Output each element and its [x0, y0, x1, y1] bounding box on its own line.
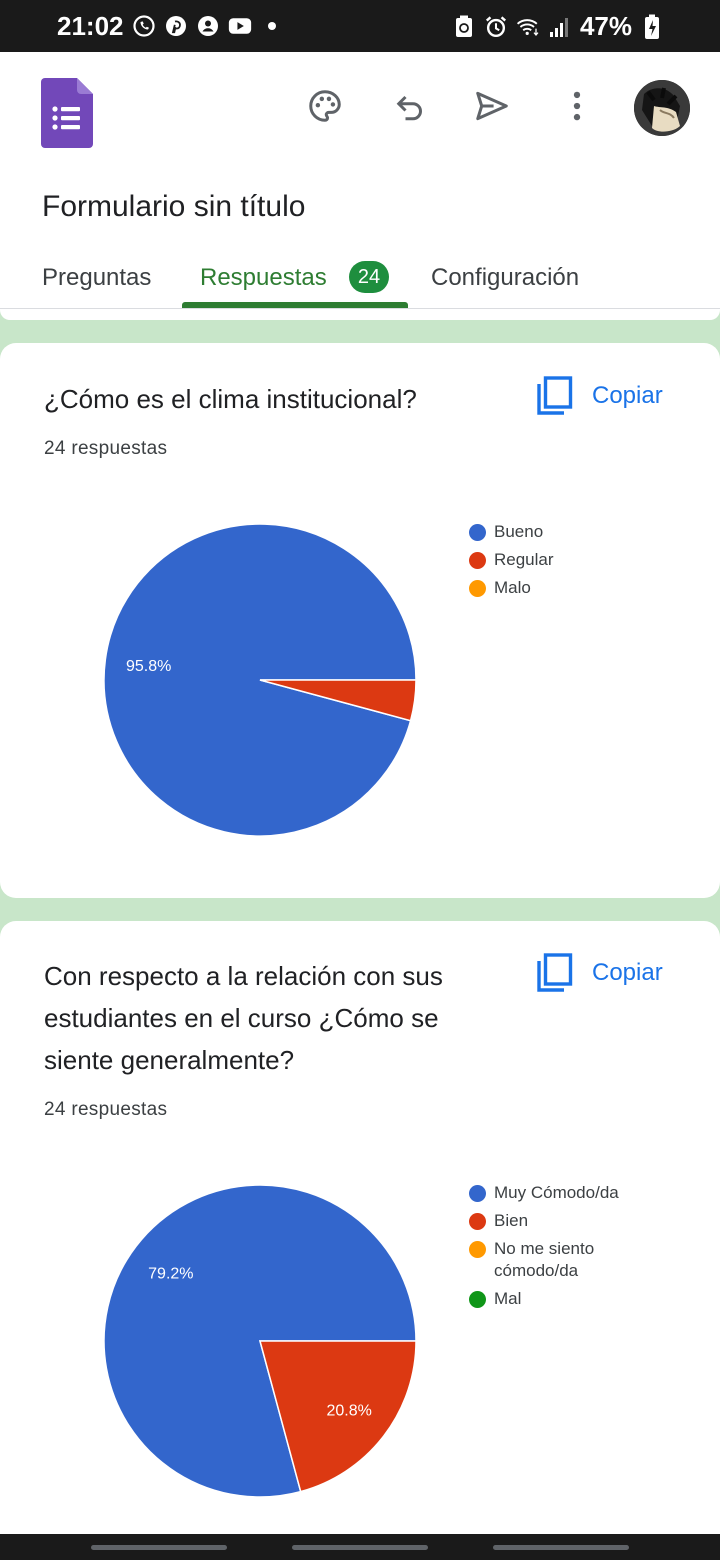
dot-icon: [260, 14, 284, 38]
legend-color-dot: [469, 580, 486, 597]
youtube-icon: [228, 14, 252, 38]
question-title: Con respecto a la relación con sus estud…: [44, 961, 443, 1075]
chart-legend: Muy Cómodo/da Bien No me siento cómodo/da M…: [469, 1182, 644, 1316]
battery-percentage: 47%: [579, 11, 632, 41]
legend-item: Malo: [469, 577, 644, 599]
copy-label: Copiar: [592, 382, 663, 409]
send-icon[interactable]: [472, 86, 512, 126]
response-count: 24 respuestas: [44, 1099, 168, 1120]
signal-icon: [548, 15, 572, 39]
legend-label: Malo: [494, 578, 531, 597]
app-header: Formulario sin título Preguntas Respuest…: [0, 52, 720, 310]
pie-slice-label: 79.2%: [148, 1266, 193, 1283]
legend-item: Bueno: [469, 521, 644, 543]
response-count: 24 respuestas: [44, 438, 168, 459]
more-vert-icon[interactable]: [557, 86, 597, 126]
question-title: ¿Cómo es el clima institucional?: [44, 384, 417, 414]
legend-label: No me siento cómodo/da: [494, 1239, 595, 1280]
copy-icon: [537, 953, 573, 992]
recycle-icon: [452, 15, 476, 39]
alarm-icon: [484, 15, 508, 39]
tab-configuracion[interactable]: Configuración: [431, 264, 580, 291]
pie-slice-label: 20.8%: [326, 1402, 371, 1419]
copy-chart-button[interactable]: Copiar: [536, 953, 663, 993]
pie-slice-muy-c-modo-da[interactable]: [103, 1184, 417, 1498]
pie-chart: 95.8%: [103, 523, 417, 837]
legend-color-dot: [469, 1213, 486, 1230]
status-time: 21:02: [57, 11, 124, 41]
header-divider: [0, 308, 720, 309]
legend-color-dot: [469, 1291, 486, 1308]
legend-label: Mal: [494, 1289, 522, 1308]
legend-label: Bueno: [494, 522, 544, 541]
tab-respuestas[interactable]: Respuestas: [200, 264, 327, 291]
google-forms-logo-icon[interactable]: [41, 78, 93, 148]
active-tab-indicator: [182, 302, 408, 308]
palette-icon[interactable]: [305, 86, 345, 126]
navigation-bar: [0, 1534, 720, 1560]
copy-label: Copiar: [592, 959, 663, 986]
nav-recents-button[interactable]: [91, 1545, 227, 1550]
legend-item: Muy Cómodo/da: [469, 1182, 644, 1204]
account-icon: [196, 14, 220, 38]
pie-slice-label: 95.8%: [126, 658, 171, 675]
tab-preguntas[interactable]: Preguntas: [42, 264, 152, 291]
pinterest-icon: [164, 14, 188, 38]
wifi-icon: [516, 15, 540, 39]
form-title[interactable]: Formulario sin título: [42, 190, 306, 223]
responses-count-badge: 24: [349, 261, 389, 293]
legend-color-dot: [469, 552, 486, 569]
question-card: ¿Cómo es el clima institucional? 24 resp…: [0, 343, 720, 898]
legend-color-dot: [469, 1185, 486, 1202]
copy-icon: [537, 376, 573, 415]
legend-color-dot: [469, 524, 486, 541]
legend-label: Muy Cómodo/da: [494, 1183, 619, 1202]
question-card: Con respecto a la relación con sus estud…: [0, 921, 720, 1560]
whatsapp-icon: [132, 14, 156, 38]
pie-slice-bueno[interactable]: [103, 523, 417, 837]
pie-slice-regular[interactable]: [259, 679, 417, 722]
legend-item: Mal: [469, 1288, 644, 1310]
legend-item: No me siento cómodo/da: [469, 1238, 644, 1282]
nav-home-button[interactable]: [292, 1545, 428, 1550]
legend-label: Bien: [494, 1211, 529, 1230]
tab-bar: Preguntas Respuestas 24 Configuración: [0, 252, 720, 310]
chart-legend: Bueno Regular Malo: [469, 521, 644, 605]
legend-label: Regular: [494, 550, 554, 569]
nav-back-button[interactable]: [493, 1545, 629, 1550]
previous-card-edge: [0, 310, 720, 320]
avatar[interactable]: [634, 80, 690, 136]
pie-chart: 79.2% 20.8%: [103, 1184, 417, 1498]
legend-item: Regular: [469, 549, 644, 571]
legend-item: Bien: [469, 1210, 644, 1232]
battery-charging-icon: [640, 14, 664, 39]
legend-color-dot: [469, 1241, 486, 1258]
pie-slice-bien[interactable]: [259, 1340, 417, 1493]
undo-icon[interactable]: [390, 86, 430, 126]
copy-chart-button[interactable]: Copiar: [536, 376, 663, 416]
status-bar: 21:02 47%: [0, 0, 720, 52]
